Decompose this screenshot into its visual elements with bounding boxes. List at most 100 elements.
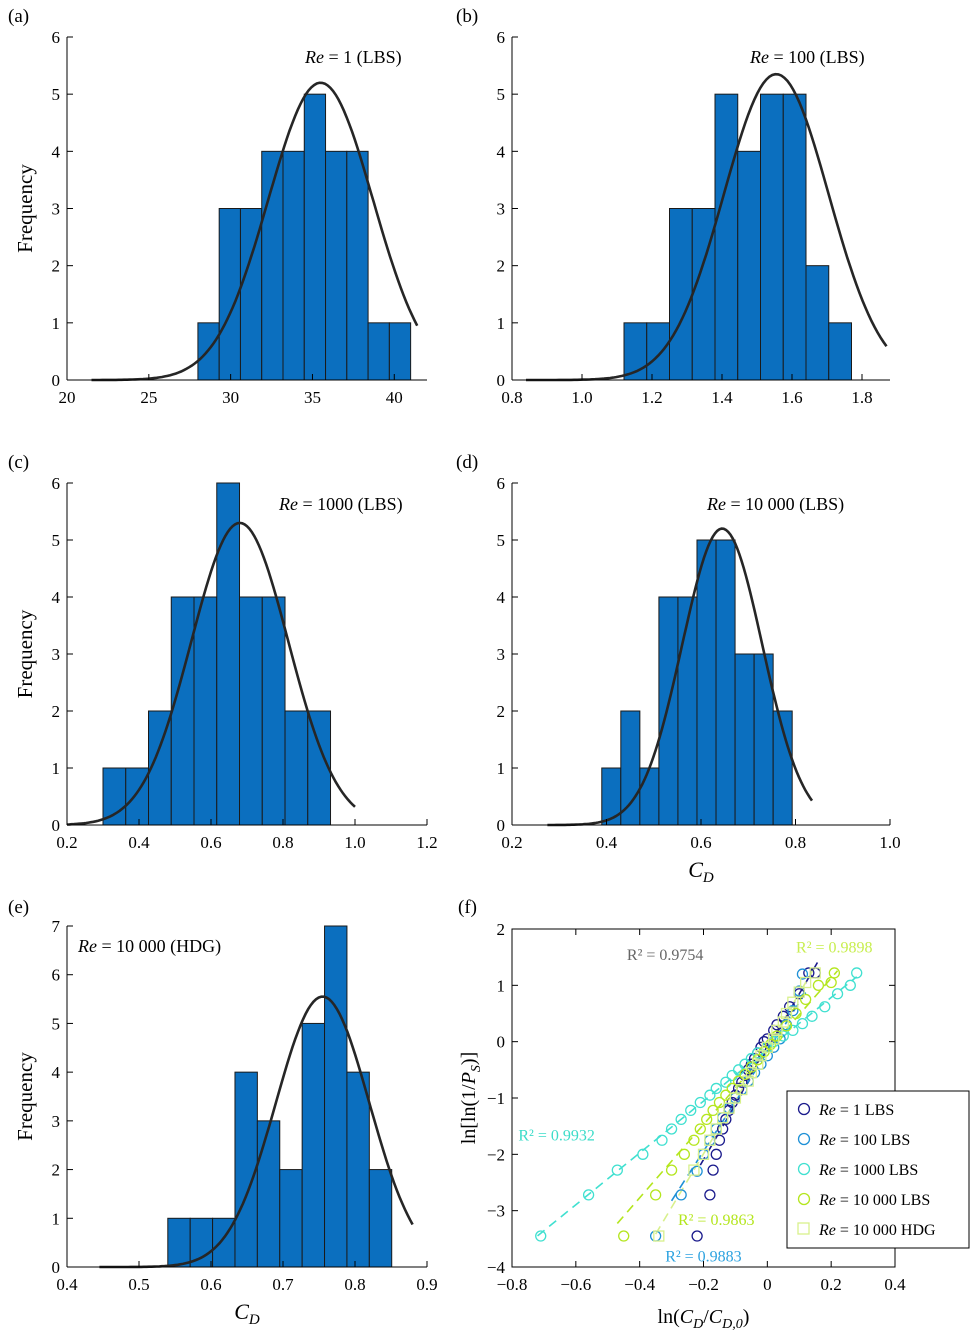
- x-axis-label-part: C: [709, 1306, 723, 1328]
- data-point-circle: [707, 1164, 719, 1176]
- histogram-bar: [256, 1120, 281, 1268]
- data-point-circle: [665, 1123, 678, 1135]
- data-point-circle: [611, 1164, 623, 1176]
- annotation: Re = 10 000 (LBS): [706, 494, 844, 515]
- x-axis-label: CD: [234, 1299, 260, 1328]
- y-tick-label: 0: [52, 371, 61, 390]
- histogram-bar: [620, 710, 641, 826]
- histogram-bar: [368, 1169, 393, 1268]
- histogram-bar: [715, 539, 736, 826]
- y-tick-label: 6: [497, 474, 506, 493]
- data-point-square: [688, 1164, 700, 1176]
- data-point-circle: [768, 1041, 780, 1053]
- y-tick-label: 0: [52, 1258, 61, 1277]
- y-tick-label: 2: [52, 1161, 61, 1180]
- y-tick-label: 0: [497, 1033, 506, 1052]
- legend-label: Re = 100 LBS: [818, 1132, 910, 1149]
- x-axis-label-sub: D: [248, 1312, 260, 1328]
- x-tick-label: −0.6: [560, 1275, 591, 1294]
- data-point-square: [697, 1148, 710, 1160]
- normal-fit-curve: [547, 527, 814, 827]
- x-tick-label: 0.2: [501, 833, 522, 852]
- histogram-bar: [284, 710, 309, 826]
- data-point-square: [780, 1007, 793, 1020]
- y-tick-label: 6: [497, 28, 506, 47]
- histogram-bar: [102, 767, 127, 826]
- y-tick-label: 3: [52, 645, 61, 664]
- histogram-bar: [301, 1022, 326, 1268]
- data-point-square: [793, 986, 805, 998]
- x-axis-label-part: ): [743, 1306, 750, 1328]
- data-point-square: [761, 1041, 773, 1053]
- data-point-circle: [707, 1104, 719, 1117]
- y-tick-label: 6: [52, 966, 61, 985]
- r-squared-label: R² = 0.9863: [678, 1212, 755, 1229]
- y-tick-label: 1: [52, 759, 61, 778]
- legend-marker-circle: [797, 1102, 811, 1116]
- x-tick-label: 0.4: [884, 1275, 906, 1294]
- y-tick-label: 3: [52, 200, 61, 219]
- x-tick-label: −0.4: [624, 1275, 655, 1294]
- data-point-square: [771, 1024, 783, 1037]
- data-point-square: [723, 1102, 735, 1114]
- x-axis-label-main: C: [688, 857, 703, 882]
- legend-label-re: Re: [818, 1192, 836, 1209]
- data-point-circle: [618, 1230, 630, 1242]
- x-axis-label-part: ln(: [658, 1306, 681, 1328]
- normal-fit-curve: [66, 521, 356, 826]
- annotation-re: Re: [278, 494, 298, 514]
- legend-label-text: = 100 LBS: [836, 1132, 910, 1149]
- data-point-circle: [844, 979, 856, 991]
- annotation-re: Re: [304, 47, 324, 67]
- data-point-square: [745, 1067, 758, 1079]
- y-tick-label: 7: [52, 917, 61, 936]
- data-point-square: [736, 1083, 748, 1096]
- x-axis-label-part: /: [703, 1306, 709, 1328]
- data-point-square: [799, 976, 812, 989]
- legend-label-re: Re: [818, 1102, 836, 1119]
- panel-label: (a): [8, 6, 29, 27]
- data-point-square: [742, 1075, 754, 1087]
- y-tick-label: 5: [497, 85, 506, 104]
- legend-marker-circle: [797, 1162, 811, 1176]
- y-tick-label: 2: [52, 702, 61, 721]
- data-point-circle: [787, 1005, 799, 1017]
- y-tick-label: 5: [52, 531, 61, 550]
- legend-label-re: Re: [818, 1132, 836, 1149]
- x-tick-label: 0.2: [821, 1275, 842, 1294]
- histogram-bar: [261, 596, 286, 826]
- x-axis-label-part: D: [692, 1317, 703, 1332]
- data-point-circle: [726, 1069, 738, 1082]
- legend-marker-circle: [797, 1132, 811, 1146]
- data-point-circle: [812, 979, 825, 991]
- data-point-circle: [796, 968, 809, 980]
- data-point-circle: [685, 1104, 697, 1117]
- panel-label: (f): [458, 897, 477, 918]
- data-point-circle: [704, 1189, 716, 1201]
- data-point-circle: [694, 1096, 706, 1109]
- x-tick-label: 1.2: [641, 388, 662, 407]
- data-point-circle: [796, 1017, 809, 1030]
- y-tick-label: 1: [497, 314, 506, 333]
- data-point-square: [729, 1092, 742, 1104]
- y-tick-label: −3: [487, 1202, 505, 1221]
- data-point-circle: [799, 993, 812, 1006]
- data-point-circle: [851, 967, 863, 979]
- data-point-circle: [637, 1148, 649, 1160]
- y-axis-label: Frequency: [13, 1052, 37, 1141]
- y-tick-label: 1: [497, 759, 506, 778]
- annotation-text: = 10 000 (LBS): [726, 494, 844, 515]
- histogram-bar: [669, 208, 693, 381]
- histogram-bar: [367, 322, 390, 381]
- data-point-circle: [739, 1068, 751, 1080]
- y-tick-label: 5: [52, 1014, 61, 1033]
- fit-line: [537, 976, 858, 1237]
- legend-label-text: = 1 LBS: [836, 1102, 894, 1119]
- histogram-bar: [805, 265, 830, 381]
- r-squared-label: R² = 0.9883: [665, 1248, 742, 1265]
- y-tick-label: −2: [487, 1145, 505, 1164]
- annotation-text: = 10 000 (HDG): [97, 936, 221, 957]
- x-axis-label-part: D,0: [721, 1317, 743, 1332]
- y-axis-label: ln[ln(1/PS)]: [458, 1052, 484, 1145]
- data-point-square: [777, 1016, 789, 1028]
